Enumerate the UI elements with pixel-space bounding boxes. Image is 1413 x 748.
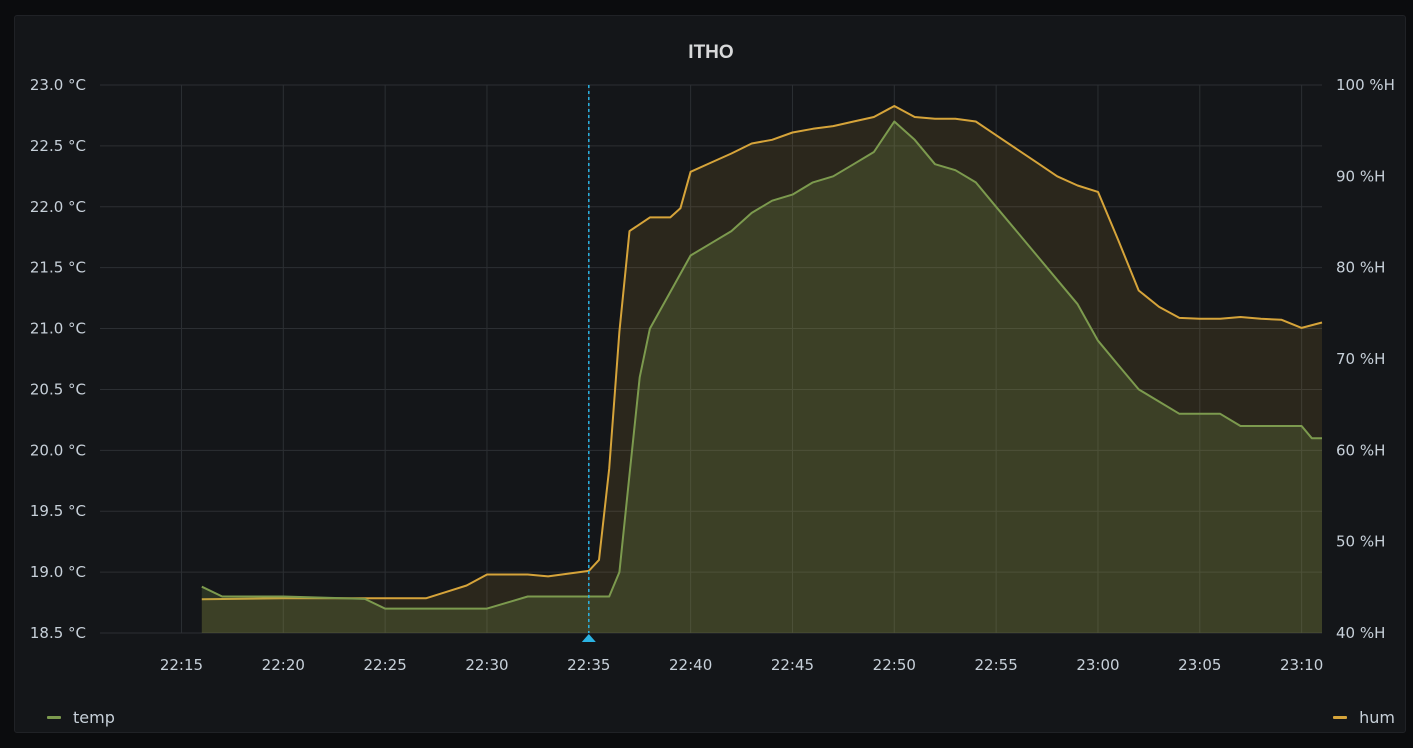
y-left-tick-label: 21.5 °C: [30, 259, 86, 277]
y-left-tick-label: 23.0 °C: [30, 76, 86, 94]
y-left-tick-label: 19.5 °C: [30, 502, 86, 520]
y-left-tick-label: 20.5 °C: [30, 380, 86, 398]
x-tick-label: 22:20: [262, 656, 305, 674]
y-right-tick-label: 100 %H: [1336, 76, 1395, 94]
y-right-tick-label: 60 %H: [1336, 441, 1385, 459]
y-right-tick-label: 50 %H: [1336, 533, 1385, 551]
legend-label-hum: hum: [1359, 708, 1395, 727]
x-tick-label: 22:15: [160, 656, 203, 674]
y-left-tick-label: 22.5 °C: [30, 137, 86, 155]
temp-line: [201, 120, 1322, 610]
y-right-tick-label: 90 %H: [1336, 167, 1385, 185]
chart-canvas[interactable]: 23.0 °C 22.5 °C 22.0 °C 21.5 °C 21.0 °C 20.5 …: [15, 16, 1407, 734]
y-right-tick-label: 40 %H: [1336, 624, 1385, 642]
crosshair-layer: [581, 85, 596, 642]
x-tick-label: 23:00: [1076, 656, 1119, 674]
x-tick-label: 23:05: [1178, 656, 1221, 674]
hum-area: [201, 106, 1322, 633]
y-left-tick-label: 18.5 °C: [30, 624, 86, 642]
panel-title[interactable]: ITHO: [688, 42, 734, 63]
temp-swatch: [47, 716, 61, 719]
y-right-tick-label: 80 %H: [1336, 259, 1385, 277]
x-tick-label: 22:45: [771, 656, 814, 674]
x-tick-label: 22:35: [567, 656, 610, 674]
x-tick-label: 22:40: [669, 656, 712, 674]
x-tick-label: 23:10: [1280, 656, 1323, 674]
x-tick-label: 22:50: [873, 656, 916, 674]
x-tick-label: 22:55: [975, 656, 1018, 674]
crosshair-marker-icon: [581, 634, 596, 642]
y-left-tick-label: 19.0 °C: [30, 563, 86, 581]
chart-panel: ITHO 23.0 °C 22.5 °C 22.0 °C 21.5 °C 21.0 °C…: [14, 15, 1406, 733]
legend-item-hum[interactable]: hum: [1333, 708, 1395, 727]
grid: [100, 84, 1322, 634]
y-left-tick-label: 22.0 °C: [30, 198, 86, 216]
x-tick-label: 22:25: [364, 656, 407, 674]
temp-area: [201, 121, 1322, 633]
hum-line: [201, 105, 1323, 601]
y-left-tick-label: 21.0 °C: [30, 320, 86, 338]
y-left-tick-label: 20.0 °C: [30, 441, 86, 459]
x-tick-label: 22:30: [465, 656, 508, 674]
y-right-tick-label: 70 %H: [1336, 350, 1385, 368]
legend-item-temp[interactable]: temp: [47, 708, 115, 727]
legend-label-temp: temp: [73, 708, 115, 727]
series-layer: [201, 105, 1323, 633]
hum-swatch: [1333, 716, 1348, 719]
axes: 23.0 °C 22.5 °C 22.0 °C 21.5 °C 21.0 °C 20.5 …: [30, 76, 1395, 674]
